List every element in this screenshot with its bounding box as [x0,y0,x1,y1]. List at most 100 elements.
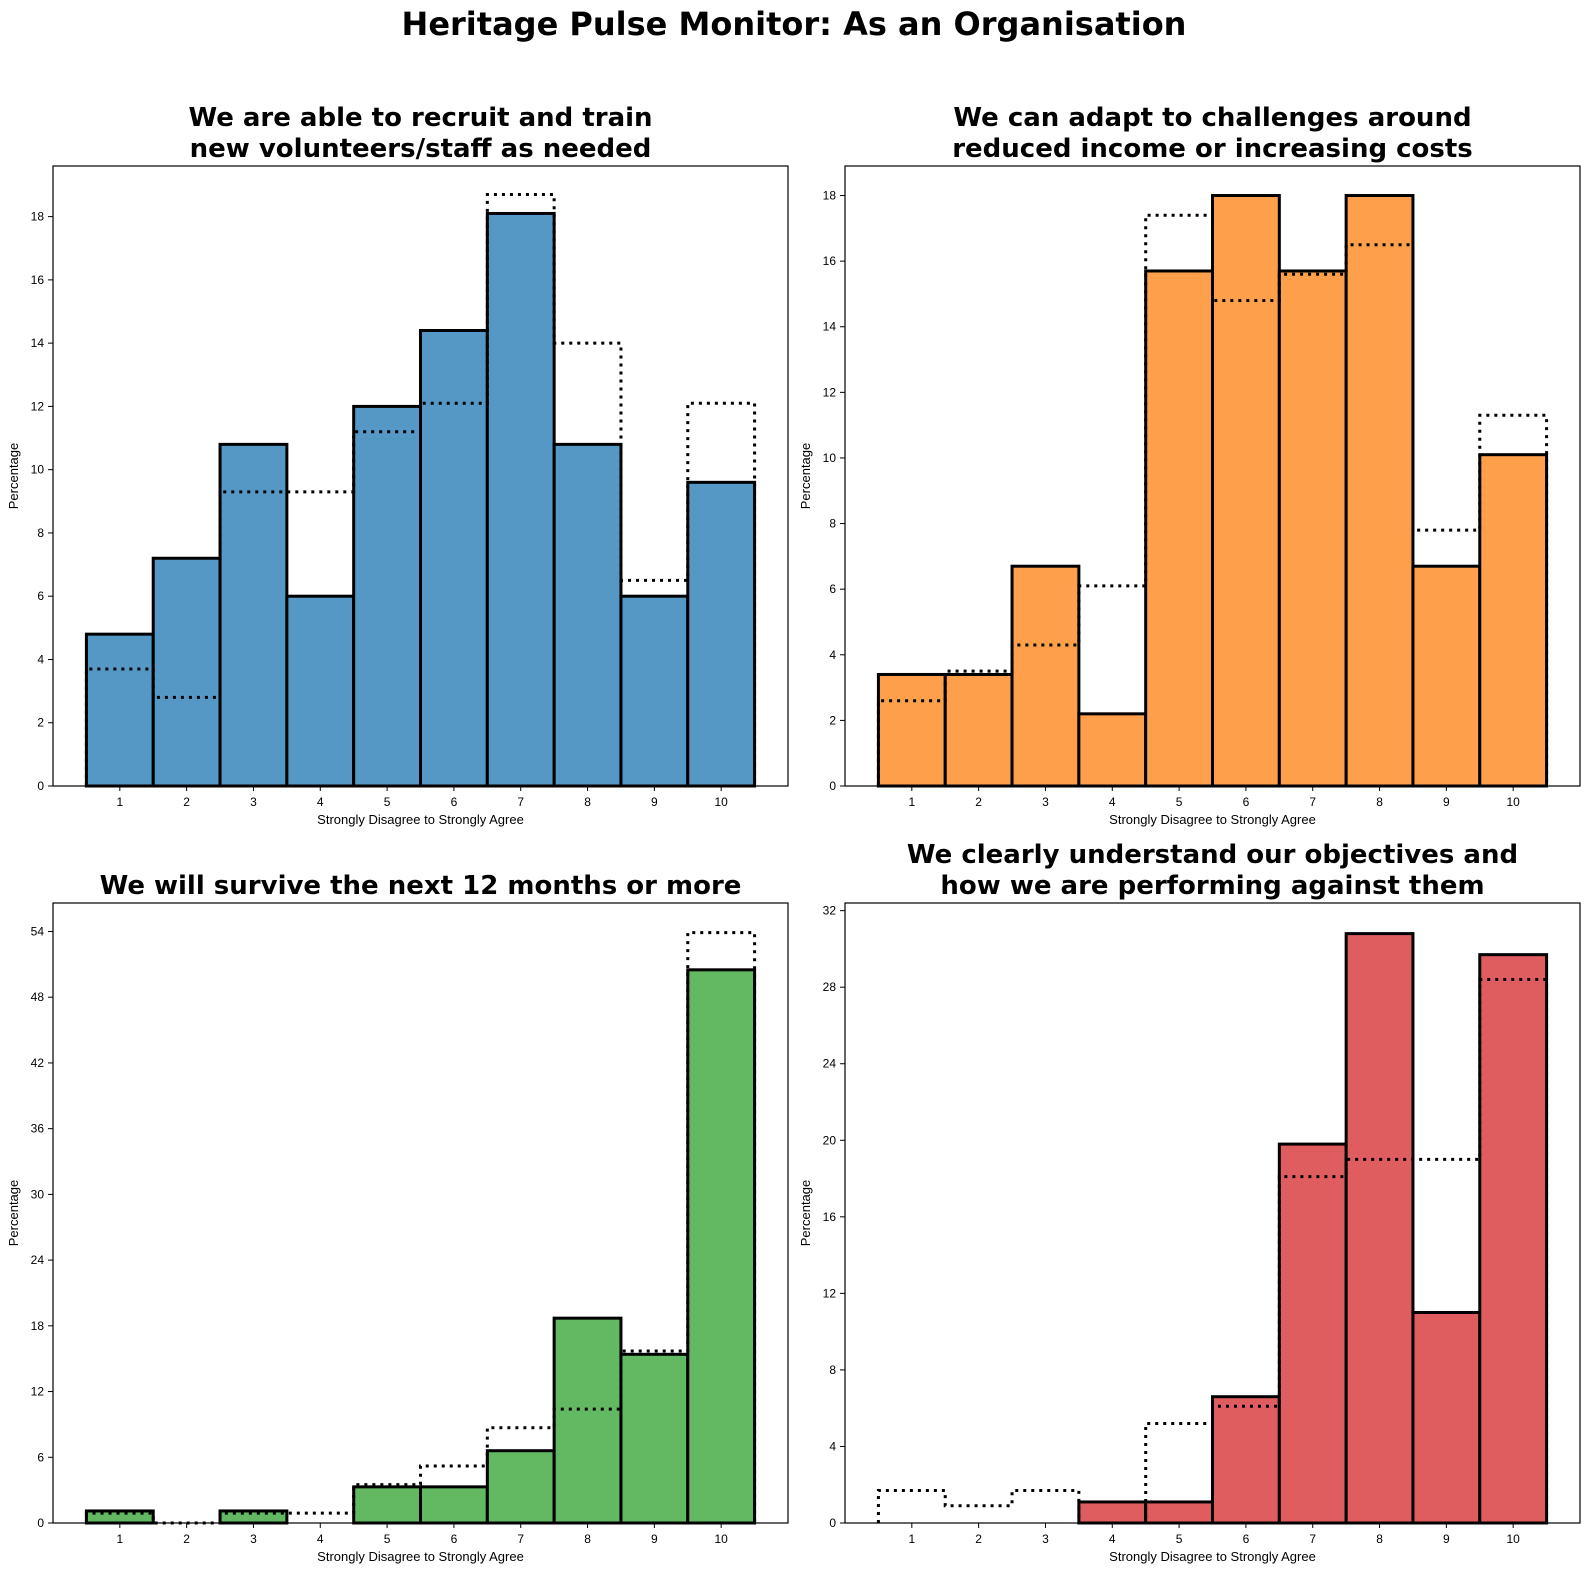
x-tick-label: 7 [1309,795,1316,809]
x-tick-label: 7 [517,1532,524,1546]
y-tick-label: 16 [823,1210,837,1224]
x-tick-label: 4 [317,795,324,809]
y-tick-label: 32 [823,904,837,918]
x-tick-label: 2 [975,1532,982,1546]
y-tick-label: 16 [823,254,837,268]
bar-7 [1277,269,1348,788]
chart-panel-3: We will survive the next 12 months or mo… [6,871,789,1564]
y-tick-label: 6 [37,1450,44,1464]
chart-title-line: We clearly understand our objectives and [907,840,1518,870]
x-tick-label: 10 [715,795,729,809]
plot-frame [844,902,1581,1524]
bar-1 [876,672,947,788]
bar-2 [943,672,1014,788]
bar-7 [1277,1142,1348,1525]
x-tick-label: 10 [1507,795,1521,809]
y-tick-label: 4 [37,652,44,666]
bar-6 [1211,194,1281,788]
x-tick-label: 8 [1376,1532,1383,1546]
chart-title-line: We will survive the next 12 months or mo… [100,871,742,901]
y-tick-label: 0 [829,1516,836,1530]
x-tick-label: 9 [1443,1532,1450,1546]
x-tick-label: 3 [250,795,257,809]
comparison-outline [84,192,757,786]
y-tick-label: 0 [37,1516,44,1530]
x-tick-label: 6 [1243,795,1250,809]
bar-8 [1344,932,1415,1525]
x-tick-label: 7 [1309,1532,1316,1546]
plot-frame [52,902,789,1524]
y-tick-label: 14 [823,320,837,334]
x-tick-label: 5 [1176,795,1183,809]
x-tick-label: 8 [1376,795,1383,809]
bar-5 [352,404,423,788]
y-tick-label: 12 [823,1286,837,1300]
y-tick-label: 2 [829,713,836,727]
figure-title: Heritage Pulse Monitor: As an Organisati… [402,5,1187,43]
chart-title-line: reduced income or increasing costs [952,134,1473,164]
bar-5 [352,1485,423,1525]
y-tick-label: 18 [31,210,45,224]
plot-frame [52,165,789,787]
y-axis-label: Percentage [798,443,813,510]
y-tick-label: 36 [31,1122,45,1136]
bar-4 [285,594,356,788]
y-tick-label: 18 [31,1319,45,1333]
bar-1 [84,632,155,788]
x-tick-label: 1 [116,795,123,809]
x-tick-label: 1 [908,795,915,809]
x-tick-label: 6 [1243,1532,1250,1546]
bar-4 [1077,1500,1148,1525]
x-tick-label: 4 [317,1532,324,1546]
y-tick-label: 48 [31,990,45,1004]
comparison-outline [876,978,1549,1525]
y-axis-label: Percentage [6,1180,21,1247]
bar-8 [1344,194,1415,788]
y-tick-label: 16 [31,273,45,287]
y-tick-label: 10 [823,451,837,465]
x-tick-label: 5 [384,1532,391,1546]
bar-10 [1478,953,1549,1525]
x-tick-label: 5 [384,795,391,809]
y-tick-label: 8 [37,526,44,540]
x-axis-label: Strongly Disagree to Strongly Agree [1109,812,1316,827]
bar-4 [1077,712,1148,788]
x-tick-label: 2 [183,795,190,809]
bar-6 [1211,1395,1281,1525]
y-tick-label: 18 [823,189,837,203]
x-tick-label: 9 [1443,795,1450,809]
y-tick-label: 12 [31,399,45,413]
y-tick-label: 4 [829,1439,836,1453]
x-tick-label: 2 [183,1532,190,1546]
y-tick-label: 8 [829,1363,836,1377]
chart-title-line: new volunteers/staff as needed [190,134,652,164]
y-tick-label: 2 [37,716,44,730]
y-tick-label: 24 [823,1057,837,1071]
bar-10 [686,480,757,788]
x-tick-label: 7 [517,795,524,809]
bar-7 [485,211,556,788]
bar-6 [419,328,489,788]
bar-9 [619,1352,690,1525]
bar-9 [619,594,690,788]
y-tick-label: 42 [31,1056,45,1070]
x-axis-label: Strongly Disagree to Strongly Agree [317,812,524,827]
chart-title-line: We can adapt to challenges around [953,103,1471,133]
y-tick-label: 30 [31,1187,45,1201]
bar-5 [1144,269,1214,788]
x-tick-label: 8 [584,1532,591,1546]
chart-panel-4: We clearly understand our objectives and… [798,840,1581,1564]
x-tick-label: 1 [116,1532,123,1546]
y-tick-label: 4 [829,648,836,662]
plot-frame [844,165,1581,787]
bar-7 [485,1449,556,1525]
bar-3 [218,442,289,788]
bar-9 [1411,1311,1482,1525]
y-tick-label: 6 [829,582,836,596]
bar-8 [552,442,623,788]
y-tick-label: 24 [31,1253,45,1267]
x-tick-label: 8 [584,795,591,809]
y-tick-label: 12 [31,1385,45,1399]
